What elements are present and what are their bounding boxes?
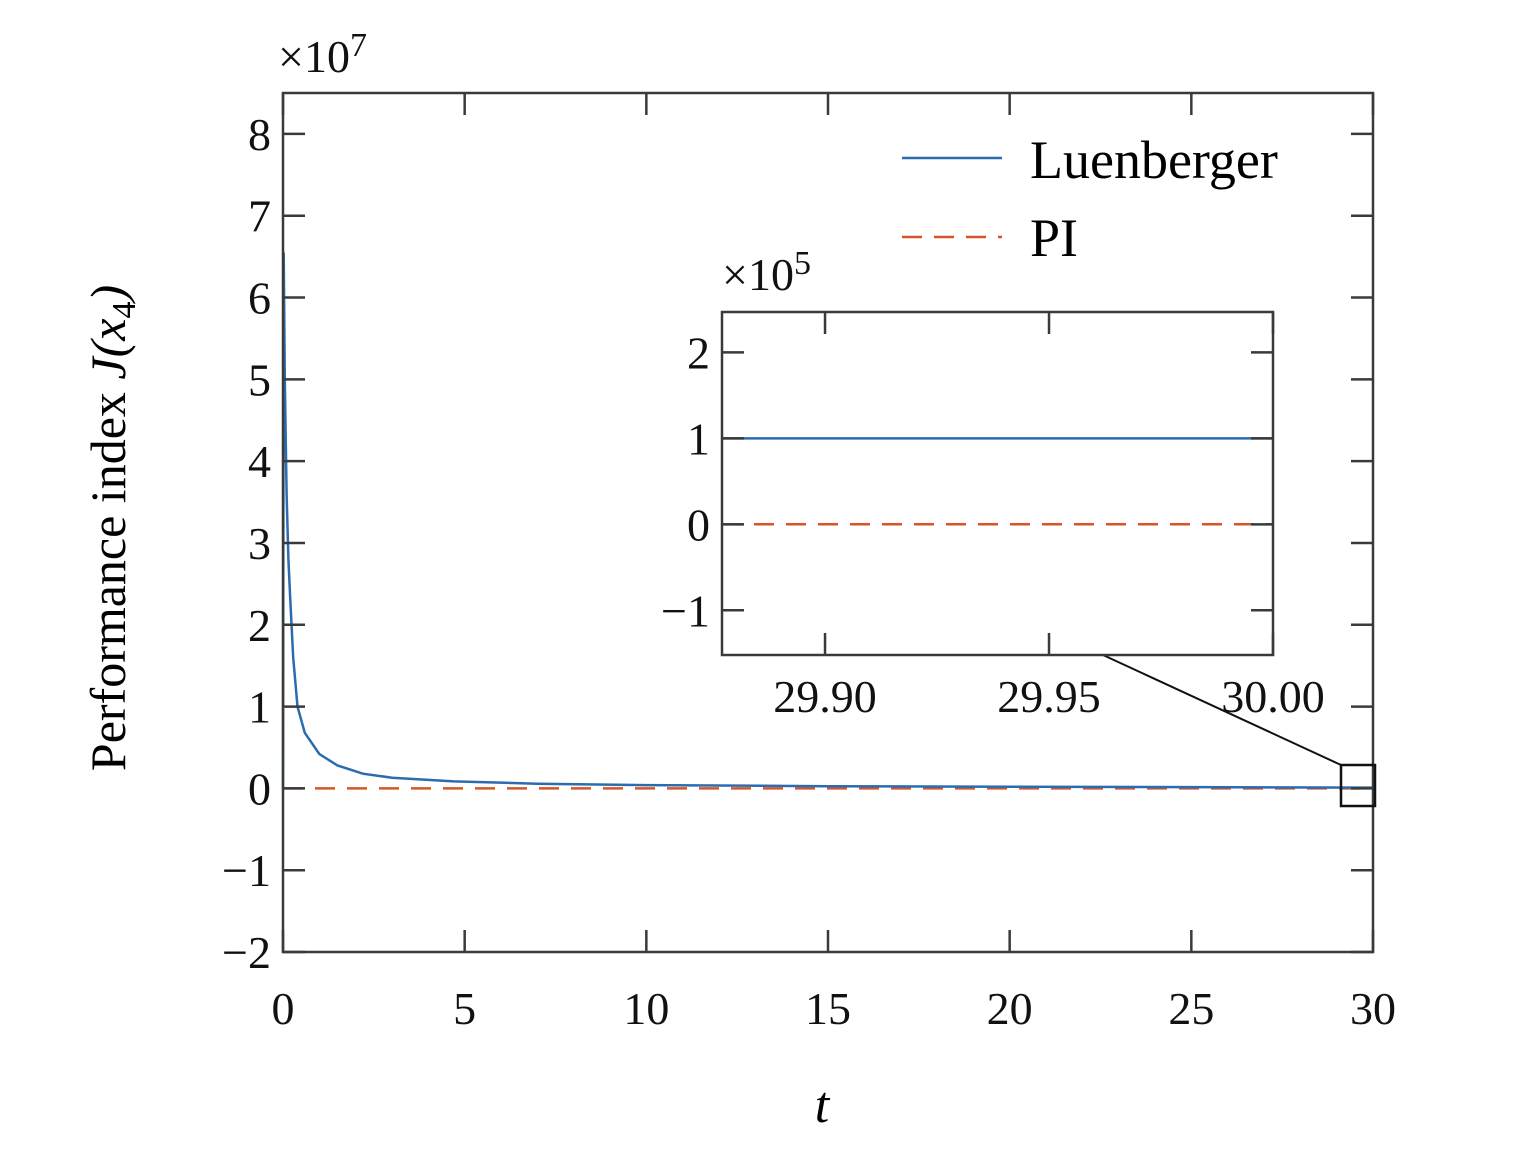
zoom-connector [1102,654,1342,766]
y-tick-label: 1 [248,682,271,733]
y-tick-label: 6 [248,273,271,324]
x-tick-label: 15 [805,983,851,1034]
y-tick-label: 7 [248,191,271,242]
inset-frame [720,310,1275,657]
x-tick-label: 25 [1168,983,1214,1034]
x-tick-label: 10 [623,983,669,1034]
inset-y-multiplier: ×105 [722,245,811,300]
inset-x-tick-label: 29.90 [773,671,877,722]
legend: Luenberger PI [902,130,1278,268]
y-tick-label: 5 [248,354,271,405]
legend-label-luenberger: Luenberger [1030,130,1278,190]
inset-axes: 29.90 29.95 30.00 −1 0 1 2 ×105 [661,245,1325,722]
x-tick-label: 0 [272,983,295,1034]
zoom-region-box [1339,763,1377,808]
y-axis-label: Performance index J(x4) [80,285,143,771]
inset-y-tick-label: 1 [687,413,710,464]
x-tick-label: 5 [453,983,476,1034]
inset-x-tick-label: 30.00 [1221,671,1325,722]
inset-y-tick-label: −1 [661,585,710,636]
x-tick-label: 20 [987,983,1033,1034]
inset-x-tick-label: 29.95 [997,671,1101,722]
y-multiplier: ×107 [278,27,367,82]
y-tick-label: 3 [248,518,271,569]
series-luenberger [281,252,1374,789]
inset-y-tick-label: 2 [687,327,710,378]
y-tick-label: 0 [248,763,271,814]
y-tick-label: −1 [222,845,271,896]
x-axis-label: t [815,1077,831,1134]
inset-y-tick-label: 0 [687,499,710,550]
x-tick-label: 30 [1350,983,1396,1034]
y-tick-label: 8 [248,109,271,160]
legend-label-pi: PI [1030,208,1078,268]
y-tick-label: 4 [248,436,271,487]
y-tick-label: 2 [248,600,271,651]
y-tick-label: −2 [222,927,271,978]
